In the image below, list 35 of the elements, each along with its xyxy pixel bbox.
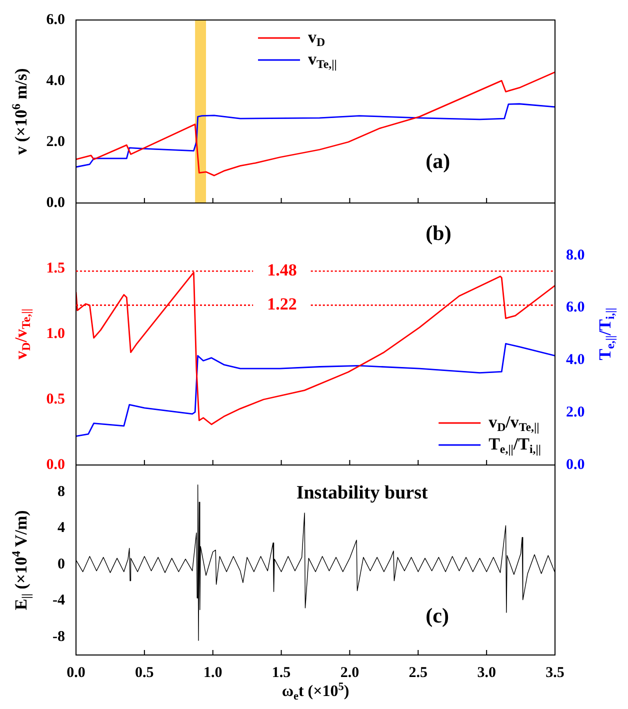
y-axis-title: vD/vTe,|| bbox=[11, 308, 34, 360]
y2-tick-label: 6.0 bbox=[566, 300, 585, 316]
annotation: (b) bbox=[426, 220, 452, 245]
x-tick-label: 2.5 bbox=[408, 664, 428, 681]
y2-tick-label: 0.0 bbox=[566, 456, 585, 473]
y-tick-label: 2.0 bbox=[46, 134, 65, 150]
y-tick-label: 4 bbox=[58, 520, 66, 536]
y-axis-title: v (×106 m/s) bbox=[8, 68, 30, 155]
annotation: Instability burst bbox=[296, 482, 428, 504]
y-tick-label: 4.0 bbox=[46, 72, 65, 89]
y-tick-label: 0.5 bbox=[46, 391, 65, 408]
y-tick-label: 0.0 bbox=[46, 194, 65, 211]
y-tick-label: -8 bbox=[52, 628, 65, 645]
y2-axis-title: Te,||/Ti,|| bbox=[595, 308, 618, 360]
y-tick-label: -4 bbox=[52, 592, 66, 609]
annotation: (a) bbox=[426, 149, 450, 174]
annotation: (c) bbox=[426, 603, 449, 628]
y-tick-label: 1.0 bbox=[46, 326, 65, 342]
y2-tick-label: 4.0 bbox=[566, 352, 585, 368]
ref-line-label: 1.22 bbox=[267, 294, 297, 314]
x-tick-label: 0.5 bbox=[135, 664, 154, 681]
x-tick-label: 1.0 bbox=[203, 664, 222, 681]
x-tick-label: 2.0 bbox=[340, 664, 360, 681]
y-tick-label: 1.5 bbox=[46, 260, 65, 276]
y-tick-label: 0 bbox=[58, 556, 65, 572]
y-tick-label: 6.0 bbox=[46, 12, 65, 28]
y-tick-label: 0.0 bbox=[46, 456, 65, 473]
x-tick-label: 3.0 bbox=[477, 664, 496, 681]
y-tick-label: 8 bbox=[58, 484, 65, 500]
y2-tick-label: 8.0 bbox=[566, 247, 585, 264]
x-tick-label: 1.5 bbox=[272, 664, 291, 681]
ref-line-label: 1.48 bbox=[267, 260, 297, 280]
y-axis-title: E|| (×104 V/m) bbox=[8, 510, 34, 610]
x-tick-label: 3.5 bbox=[546, 664, 564, 681]
y2-tick-label: 2.0 bbox=[566, 404, 585, 420]
